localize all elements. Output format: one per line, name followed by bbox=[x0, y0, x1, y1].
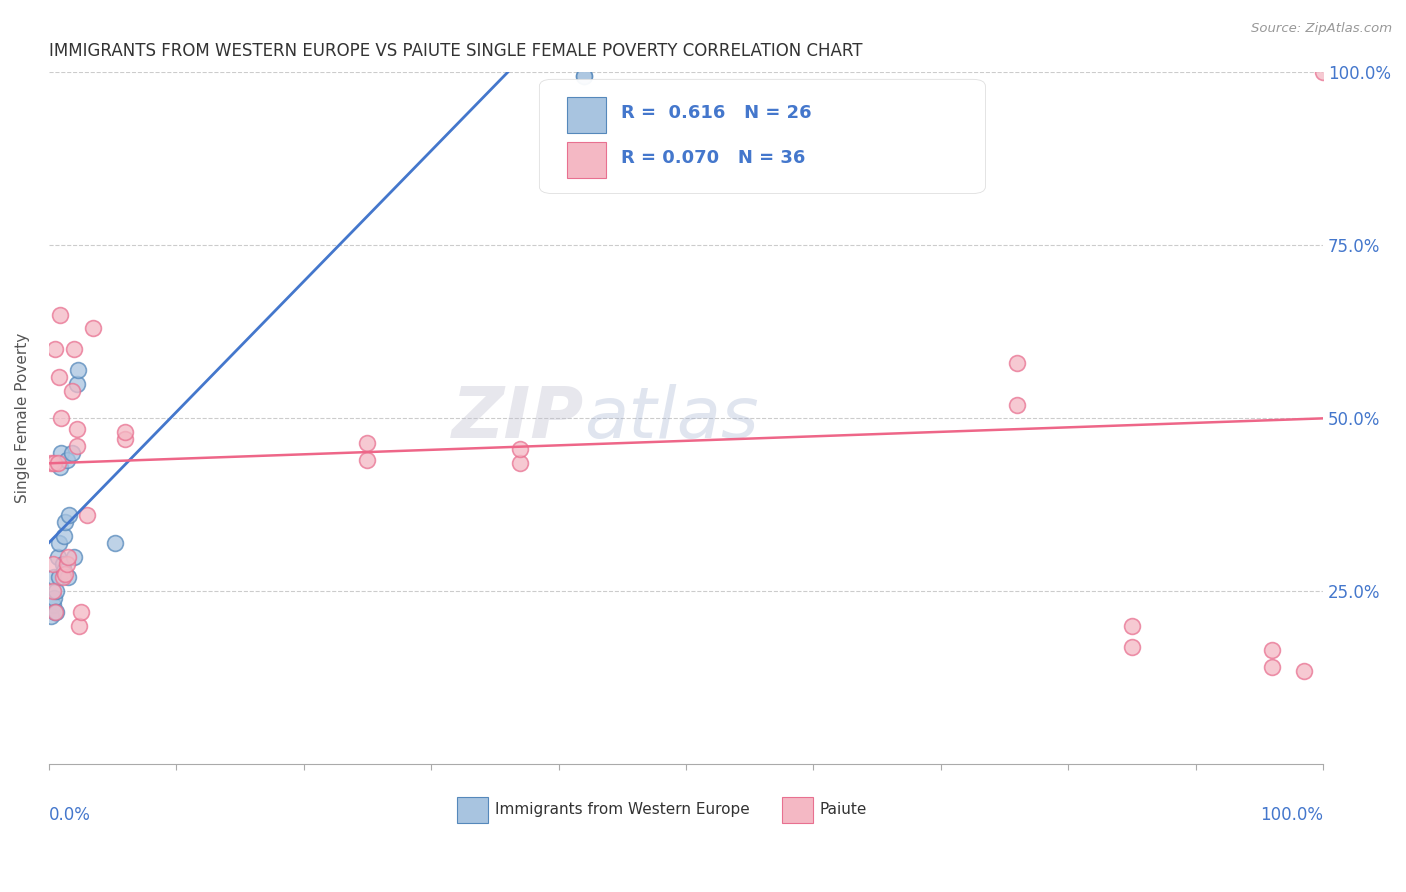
Point bbox=[46, 456, 69, 470]
Point bbox=[60, 384, 83, 398]
Point bbox=[48, 369, 70, 384]
Point bbox=[45, 584, 67, 599]
Point bbox=[56, 549, 79, 564]
Point bbox=[67, 363, 90, 377]
Point bbox=[63, 549, 86, 564]
Text: Immigrants from Western Europe: Immigrants from Western Europe bbox=[495, 803, 749, 817]
Point bbox=[60, 446, 83, 460]
Point bbox=[53, 529, 76, 543]
Point bbox=[41, 584, 63, 599]
Point bbox=[44, 342, 66, 356]
Point bbox=[39, 456, 62, 470]
Point bbox=[1261, 643, 1284, 657]
Point bbox=[1121, 640, 1143, 654]
Point bbox=[69, 605, 91, 619]
Point bbox=[45, 605, 67, 619]
Point bbox=[76, 508, 98, 523]
Point bbox=[66, 439, 89, 453]
Point bbox=[1312, 65, 1334, 79]
Point bbox=[53, 515, 76, 529]
Point bbox=[41, 598, 63, 612]
Point bbox=[356, 435, 378, 450]
Point bbox=[104, 536, 127, 550]
Point bbox=[53, 567, 76, 582]
Point bbox=[44, 605, 66, 619]
Text: ZIP: ZIP bbox=[451, 384, 583, 453]
Point bbox=[572, 69, 595, 83]
Point bbox=[63, 342, 86, 356]
Point bbox=[39, 608, 62, 623]
Point bbox=[1121, 619, 1143, 633]
Text: R = 0.070   N = 36: R = 0.070 N = 36 bbox=[621, 150, 806, 168]
Text: R =  0.616   N = 26: R = 0.616 N = 26 bbox=[621, 103, 811, 122]
Text: atlas: atlas bbox=[583, 384, 759, 453]
Point bbox=[42, 591, 65, 606]
Text: IMMIGRANTS FROM WESTERN EUROPE VS PAIUTE SINGLE FEMALE POVERTY CORRELATION CHART: IMMIGRANTS FROM WESTERN EUROPE VS PAIUTE… bbox=[49, 42, 862, 60]
Point bbox=[46, 549, 69, 564]
Point bbox=[356, 453, 378, 467]
Y-axis label: Single Female Poverty: Single Female Poverty bbox=[15, 334, 30, 503]
Point bbox=[509, 456, 531, 470]
Point bbox=[114, 432, 136, 446]
Text: Source: ZipAtlas.com: Source: ZipAtlas.com bbox=[1251, 22, 1392, 36]
Point bbox=[1007, 397, 1029, 411]
FancyBboxPatch shape bbox=[540, 79, 986, 194]
Point bbox=[56, 570, 79, 584]
Point bbox=[49, 459, 72, 474]
Text: 100.0%: 100.0% bbox=[1260, 805, 1323, 824]
Point bbox=[67, 619, 90, 633]
Point bbox=[51, 411, 73, 425]
Point bbox=[1007, 356, 1029, 370]
Point bbox=[44, 605, 66, 619]
Point bbox=[55, 453, 77, 467]
Point bbox=[41, 557, 63, 571]
Bar bbox=[568, 143, 606, 178]
Point bbox=[82, 321, 104, 335]
Point bbox=[114, 425, 136, 440]
Text: 0.0%: 0.0% bbox=[49, 805, 90, 824]
Text: Paiute: Paiute bbox=[820, 803, 868, 817]
Bar bbox=[457, 797, 488, 823]
Point bbox=[58, 508, 80, 523]
Point bbox=[66, 422, 89, 436]
Point bbox=[53, 564, 76, 578]
Point bbox=[52, 570, 75, 584]
Bar bbox=[568, 96, 606, 133]
Point bbox=[48, 570, 70, 584]
Point bbox=[52, 557, 75, 571]
Bar bbox=[782, 797, 814, 823]
Point bbox=[42, 570, 65, 584]
Point bbox=[55, 557, 77, 571]
Point bbox=[42, 456, 65, 470]
Point bbox=[1292, 664, 1315, 678]
Point bbox=[49, 308, 72, 322]
Point bbox=[509, 442, 531, 457]
Point bbox=[572, 69, 595, 83]
Point bbox=[1261, 660, 1284, 674]
Point bbox=[51, 446, 73, 460]
Point bbox=[66, 376, 89, 391]
Point bbox=[48, 536, 70, 550]
